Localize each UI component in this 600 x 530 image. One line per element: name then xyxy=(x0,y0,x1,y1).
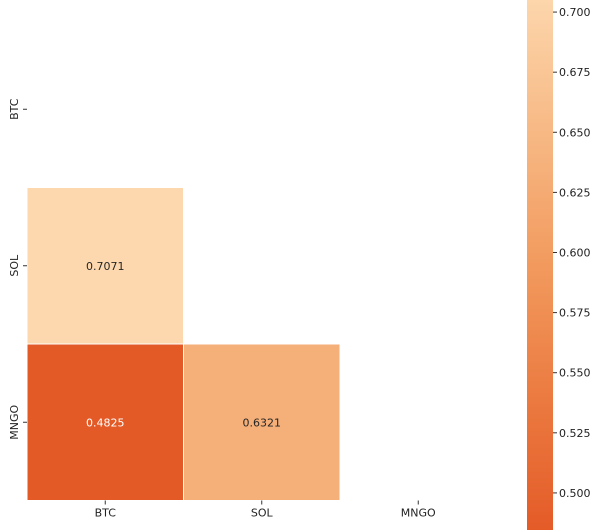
heatmap-cell-sol-btc xyxy=(26,187,184,345)
cell-value-label: 0.7071 xyxy=(86,260,125,273)
colorbar-tick-label: 0.525 xyxy=(559,427,591,440)
cell-value-label: 0.6321 xyxy=(243,416,282,429)
colorbar-tick-label: 0.600 xyxy=(559,246,591,259)
colorbar-tick-label: 0.675 xyxy=(559,66,591,79)
colorbar-tick-label: 0.650 xyxy=(559,126,591,139)
y-tick-label: BTC xyxy=(8,98,21,120)
colorbar-tick-label: 0.700 xyxy=(559,6,591,19)
y-tick-label: SOL xyxy=(8,254,21,277)
colorbar-tick-label: 0.550 xyxy=(559,367,591,380)
x-tick-label: BTC xyxy=(95,507,117,520)
cell-value-label: 0.4825 xyxy=(86,416,125,429)
x-tick-label: MNGO xyxy=(401,507,436,520)
colorbar-tick-label: 0.500 xyxy=(559,487,591,500)
heatmap-cell-mngo-sol xyxy=(183,343,341,501)
colorbar xyxy=(527,0,553,530)
heatmap-cell-mngo-btc xyxy=(26,343,184,501)
y-tick-label: MNGO xyxy=(8,404,21,439)
x-tick-label: SOL xyxy=(251,507,274,520)
colorbar-tick-label: 0.625 xyxy=(559,186,591,199)
colorbar-tick-label: 0.575 xyxy=(559,307,591,320)
